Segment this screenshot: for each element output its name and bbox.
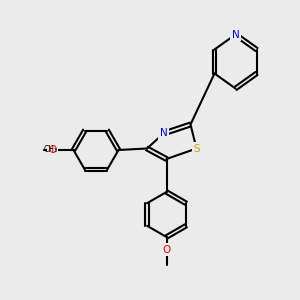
Text: O: O [162, 244, 171, 255]
Text: N: N [232, 29, 239, 40]
Text: N: N [160, 128, 167, 139]
Text: O: O [48, 145, 57, 155]
Text: CH₃: CH₃ [44, 146, 58, 154]
Text: S: S [193, 143, 200, 154]
